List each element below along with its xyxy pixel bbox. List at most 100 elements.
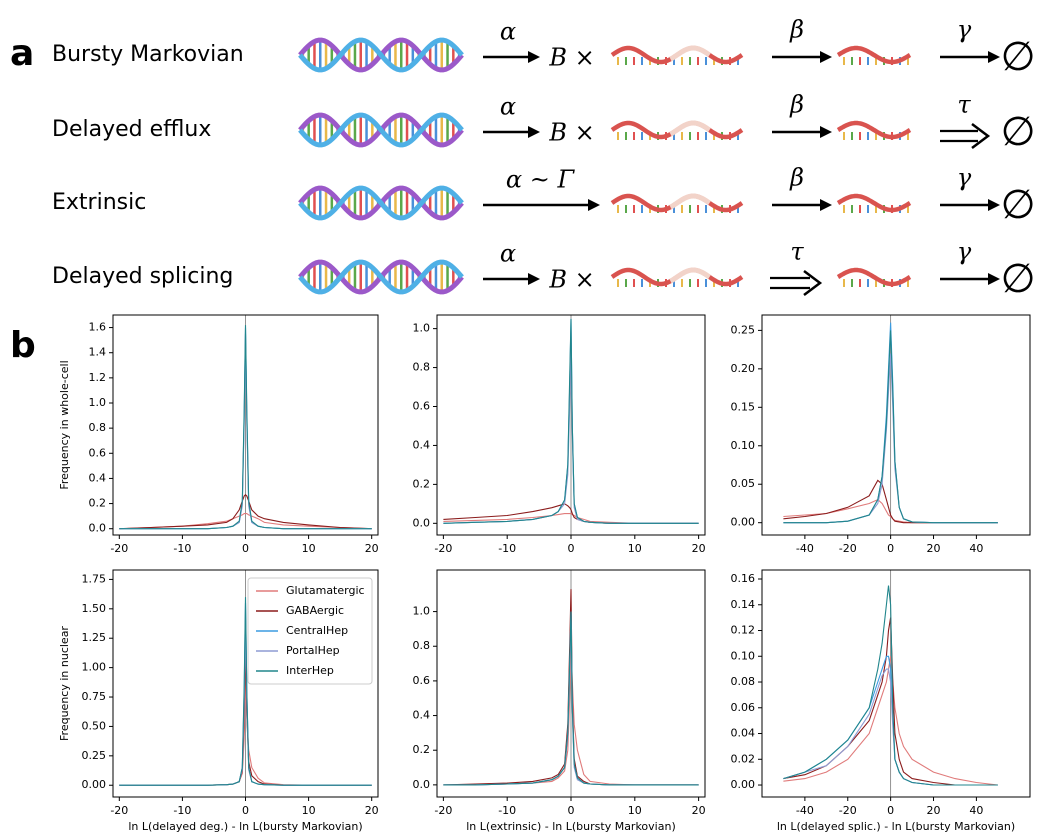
series-line <box>443 513 699 524</box>
rate: α <box>500 240 516 268</box>
rate: β <box>789 91 804 119</box>
arrow-head <box>820 51 832 63</box>
rna-strand <box>836 193 912 213</box>
legend-box <box>247 577 373 685</box>
rate: τ <box>957 91 971 119</box>
arrow-head <box>988 51 1000 63</box>
double-arrow-head <box>971 123 991 149</box>
dna-strand <box>298 259 464 295</box>
burst: B × <box>548 119 594 147</box>
plot-frame <box>436 314 706 536</box>
x-tick-label: -10 <box>498 804 516 817</box>
arrow-head <box>528 51 540 63</box>
rate: α <box>500 18 516 46</box>
rna-intron <box>669 120 711 137</box>
legend-label: PortalHep <box>286 644 340 657</box>
x-tick-label: 0 <box>568 804 575 817</box>
y-tick-label: 1.50 <box>82 602 107 615</box>
legend-label: Glutamatergic <box>286 584 365 597</box>
x-tick-label: 10 <box>628 542 642 555</box>
x-tick-label: 0 <box>242 804 249 817</box>
burst: B × <box>548 44 594 72</box>
dna-strand <box>298 37 464 73</box>
y-tick-label: 0.0 <box>413 778 431 791</box>
legend-label: CentralHep <box>286 624 348 637</box>
y-tick-label: 0.0 <box>413 516 431 529</box>
sink: ∅ <box>1001 182 1036 228</box>
x-tick-label: 20 <box>692 542 706 555</box>
rate: γ <box>957 238 972 266</box>
y-tick-label: 0.04 <box>731 727 756 740</box>
arrow-head <box>988 273 1000 285</box>
row-label: Bursty Markovian <box>52 42 244 67</box>
x-tick-label: -20 <box>434 542 452 555</box>
x-tick-label: -10 <box>173 804 191 817</box>
rna-intron <box>669 45 711 62</box>
y-tick-label: 0.20 <box>731 362 756 375</box>
x-tick-label: -20 <box>839 542 857 555</box>
y-axis-label: Frequency in nuclear <box>58 626 71 741</box>
plot-frame <box>112 314 379 536</box>
y-tick-label: 0.06 <box>731 701 756 714</box>
x-tick-label: -20 <box>110 804 128 817</box>
arrow-head <box>528 126 540 138</box>
x-tick-label: 10 <box>628 804 642 817</box>
x-tick-label: 40 <box>969 542 983 555</box>
y-tick-label: 0.16 <box>731 572 756 585</box>
y-tick-label: 0.6 <box>89 446 107 459</box>
x-tick-label: -20 <box>110 542 128 555</box>
x-axis-label: ln L(delayed splic.) - ln L(bursty Marko… <box>777 820 1015 832</box>
y-tick-label: 0.2 <box>89 497 107 510</box>
x-tick-label: 20 <box>927 804 941 817</box>
y-tick-label: 0.02 <box>731 752 756 765</box>
y-tick-label: 1.4 <box>89 346 107 359</box>
y-tick-label: 0.14 <box>731 598 756 611</box>
series-line <box>119 494 372 530</box>
dna-strand <box>298 112 464 148</box>
y-axis-label: Frequency in whole-cell <box>58 360 71 489</box>
y-tick-label: 0.00 <box>731 516 756 529</box>
y-tick-label: 0.8 <box>413 639 431 652</box>
arrow-head <box>528 273 540 285</box>
y-tick-label: 0.25 <box>82 749 107 762</box>
y-tick-label: 0.50 <box>82 719 107 732</box>
rate: α <box>500 93 516 121</box>
rate: γ <box>957 164 972 192</box>
y-tick-label: 0.0 <box>89 522 107 535</box>
x-tick-label: -10 <box>498 542 516 555</box>
x-tick-label: 0 <box>242 542 249 555</box>
rna-strand <box>836 267 912 287</box>
y-tick-label: 0.4 <box>413 438 431 451</box>
series-line <box>443 611 699 786</box>
y-tick-label: 1.0 <box>413 322 431 335</box>
x-tick-label: 0 <box>568 542 575 555</box>
y-tick-label: 0.6 <box>413 674 431 687</box>
rna-intron <box>669 193 711 210</box>
x-tick-label: 20 <box>365 804 379 817</box>
y-tick-label: 0.12 <box>731 624 756 637</box>
plot-frame <box>761 569 1031 798</box>
arrow-head <box>588 199 600 211</box>
y-tick-label: 0.15 <box>731 400 756 413</box>
double-arrow-head <box>803 270 823 296</box>
rate: β <box>789 16 804 44</box>
rna-strand <box>836 45 912 65</box>
y-tick-label: 0.08 <box>731 675 756 688</box>
y-tick-label: 1.6 <box>89 321 107 334</box>
x-axis-label: ln L(extrinsic) - ln L(bursty Markovian) <box>466 820 675 832</box>
x-tick-label: -40 <box>796 542 814 555</box>
rate: γ <box>957 16 972 44</box>
rate: τ <box>790 238 804 266</box>
y-tick-label: 0.4 <box>413 709 431 722</box>
arrow-head <box>820 126 832 138</box>
y-tick-label: 0.10 <box>731 439 756 452</box>
rna-intron <box>669 267 711 284</box>
y-tick-label: 0.8 <box>413 361 431 374</box>
series-line <box>119 597 372 786</box>
series-line <box>783 656 998 786</box>
sink: ∅ <box>1001 256 1036 302</box>
rate: β <box>789 164 804 192</box>
panel-label: b <box>10 325 36 366</box>
